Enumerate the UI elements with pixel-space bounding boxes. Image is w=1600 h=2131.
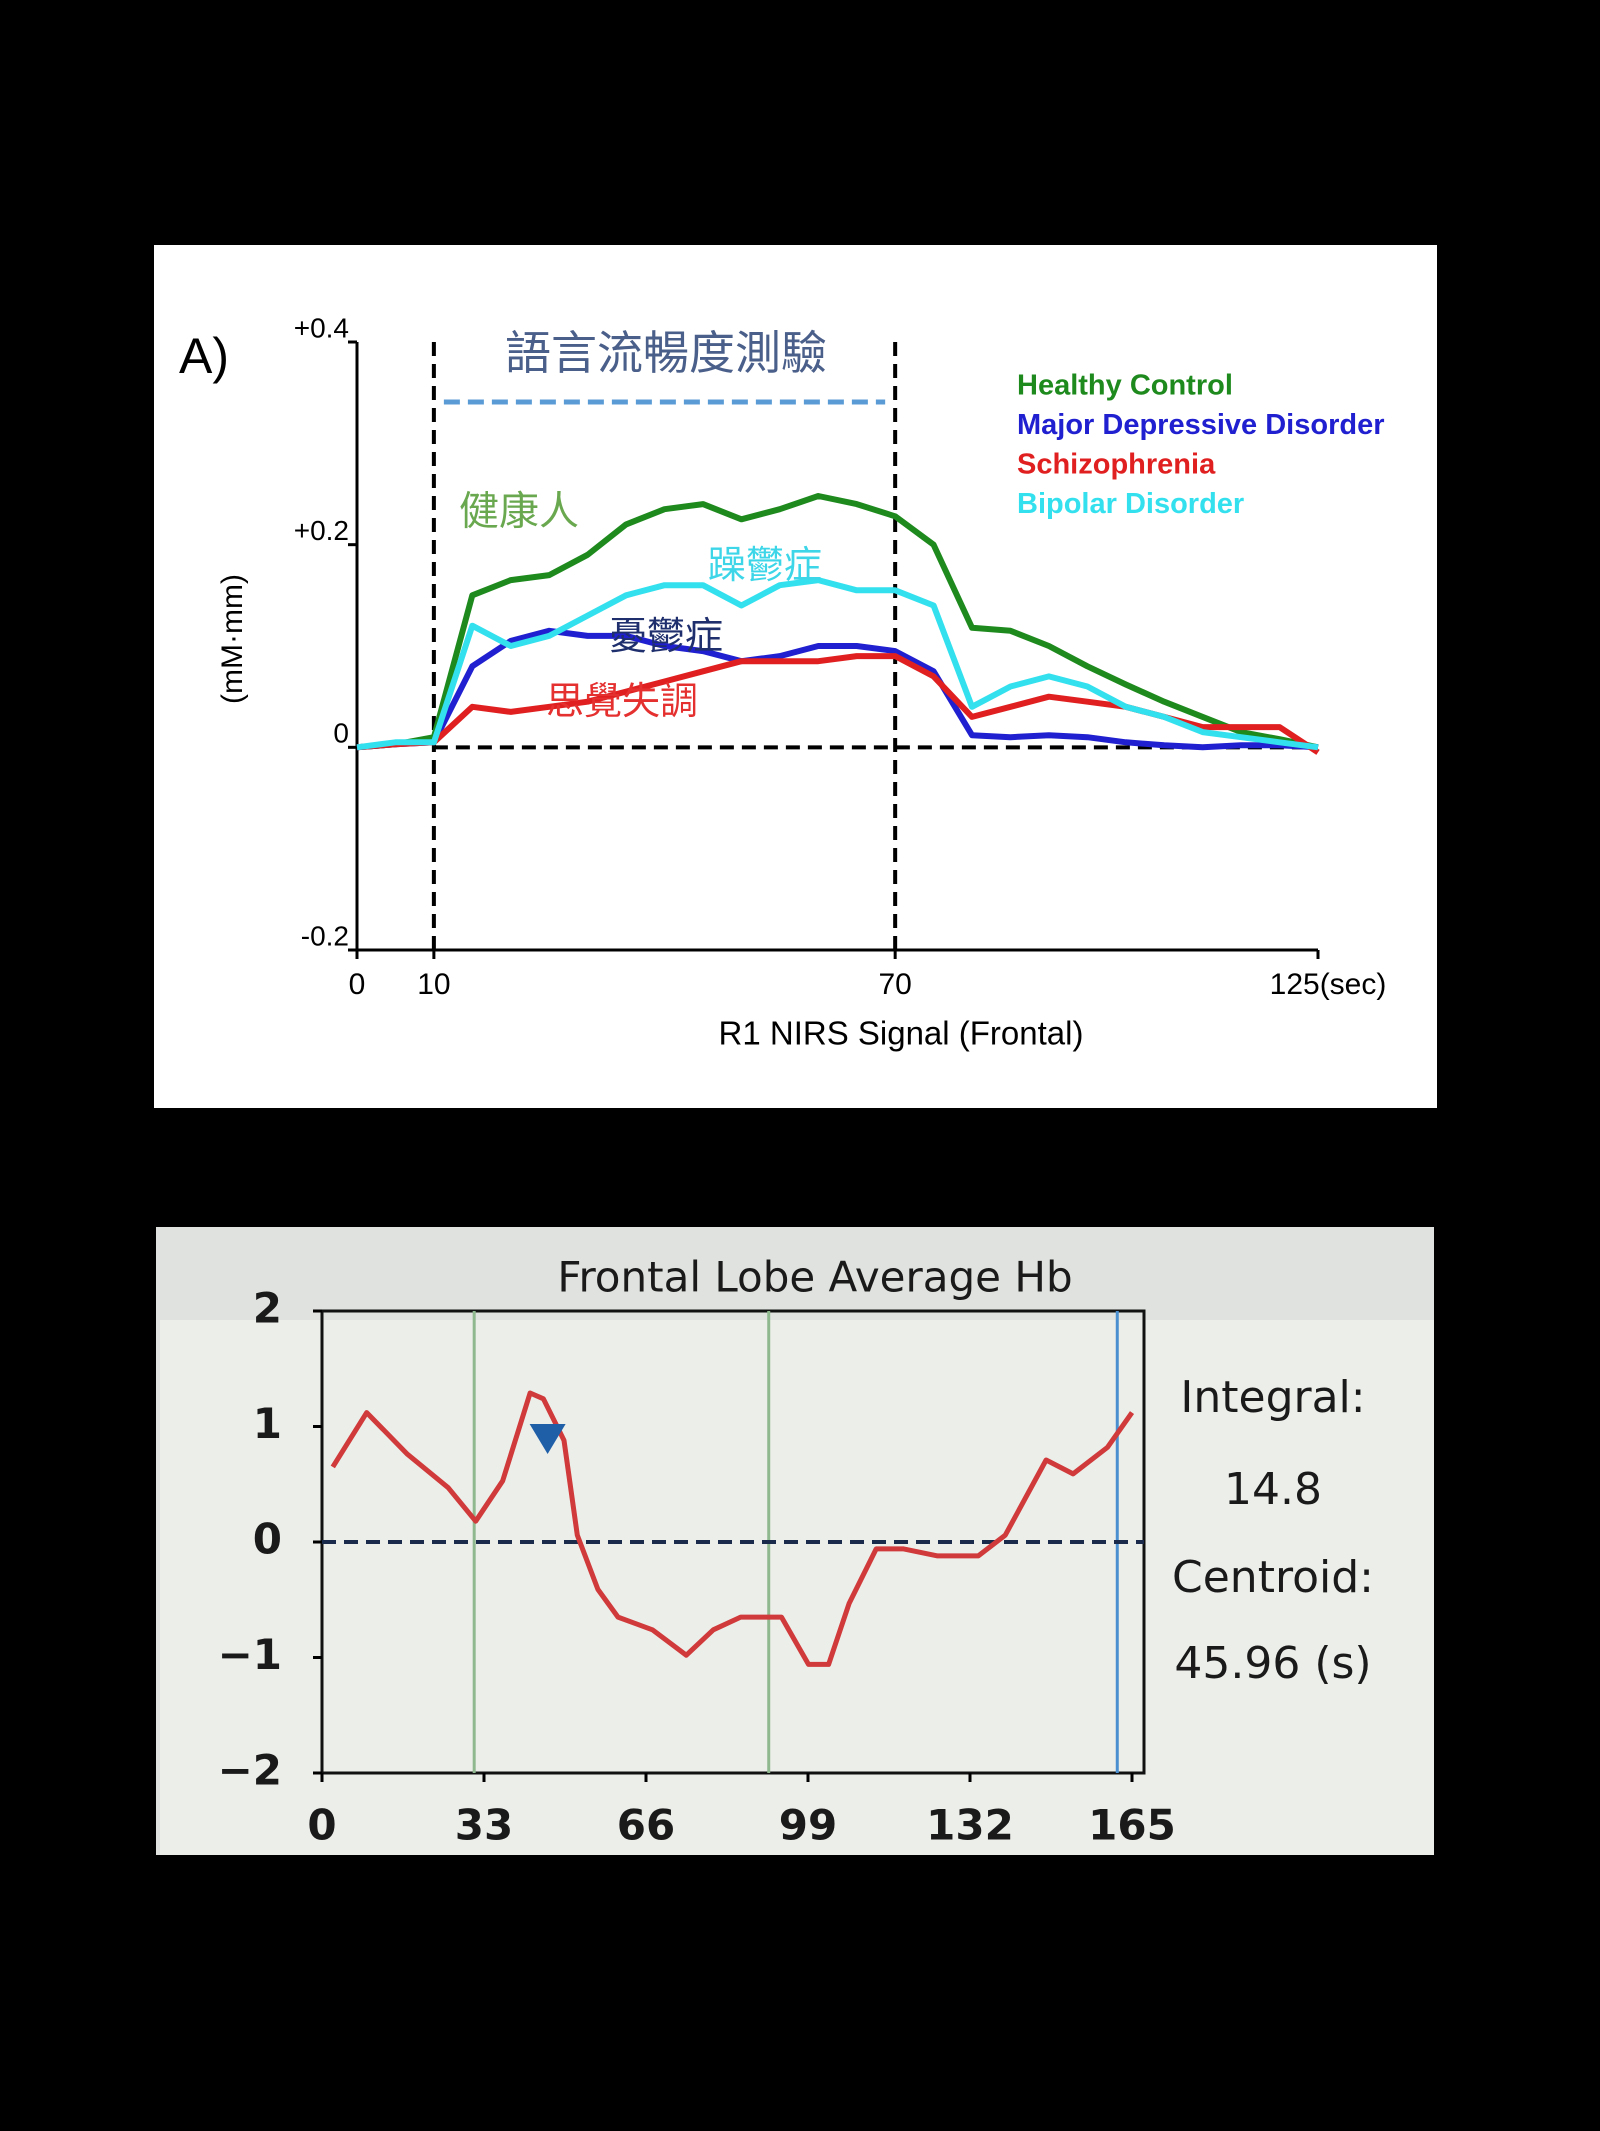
annotation: 語言流暢度測驗: [505, 327, 827, 379]
x-tick-label: 66: [617, 1801, 675, 1850]
chart-a: -0.20+0.2+0.40 10 70 125(sec)A)R1 NIRS Sign…: [179, 312, 1386, 1051]
y-tick-label: −2: [218, 1746, 282, 1795]
legend-entry: Major Depressive Disorder: [1017, 409, 1384, 441]
panel-label: A): [179, 328, 229, 384]
integral-label: Integral:: [1180, 1372, 1365, 1423]
x-axis-label: R1 NIRS Signal (Frontal): [719, 1015, 1084, 1052]
y-tick-label: +0.4: [294, 312, 349, 343]
centroid-label: Centroid:: [1172, 1552, 1374, 1603]
legend-entry: Healthy Control: [1017, 370, 1233, 402]
centroid-marker: [529, 1424, 566, 1454]
series-line: [356, 493, 1319, 751]
legend-entry: Bipolar Disorder: [1017, 488, 1244, 520]
x-tick-label: 99: [779, 1801, 837, 1850]
annotation: 躁鬱症: [708, 545, 822, 587]
series-line: [356, 627, 1319, 751]
y-tick-label: 2: [253, 1284, 282, 1333]
chart-title: Frontal Lobe Average Hb: [557, 1253, 1072, 1302]
x-tick-label: 33: [455, 1801, 513, 1850]
y-tick-label: 0: [253, 1515, 282, 1564]
annotation: 思覺失調: [546, 681, 698, 723]
x-tick-label: 165: [1088, 1801, 1176, 1850]
panel-a: [154, 245, 1437, 1108]
y-tick-label: -0.2: [301, 920, 349, 951]
y-tick-label: 0: [333, 718, 349, 749]
chart-b: −2 −1 0 1 2 0 33 66 99 132 165 Frontal Lobe Average…: [218, 1253, 1374, 1850]
x-tick-label: 0: [307, 1801, 336, 1850]
centroid-value: 45.96 (s): [1174, 1638, 1371, 1689]
annotation: 健康人: [459, 490, 579, 534]
x-tick-label: 125(sec): [1270, 968, 1387, 1001]
y-axis-label: (mM·mm): [216, 574, 249, 704]
x-tick-label: 132: [926, 1801, 1014, 1850]
series-line: [330, 1390, 1135, 1667]
x-tick-label: 70: [878, 968, 911, 1001]
integral-value: 14.8: [1224, 1464, 1322, 1515]
y-tick-label: 1: [253, 1399, 282, 1448]
annotation: 憂鬱症: [609, 616, 723, 658]
y-tick-label: +0.2: [294, 515, 349, 546]
x-tick-label: 10: [417, 968, 450, 1001]
legend-entry: Schizophrenia: [1017, 449, 1216, 481]
y-tick-label: −1: [218, 1630, 282, 1679]
series-line: [356, 577, 1319, 751]
paper: [160, 1320, 1434, 1855]
x-tick-label: 0: [349, 968, 366, 1001]
